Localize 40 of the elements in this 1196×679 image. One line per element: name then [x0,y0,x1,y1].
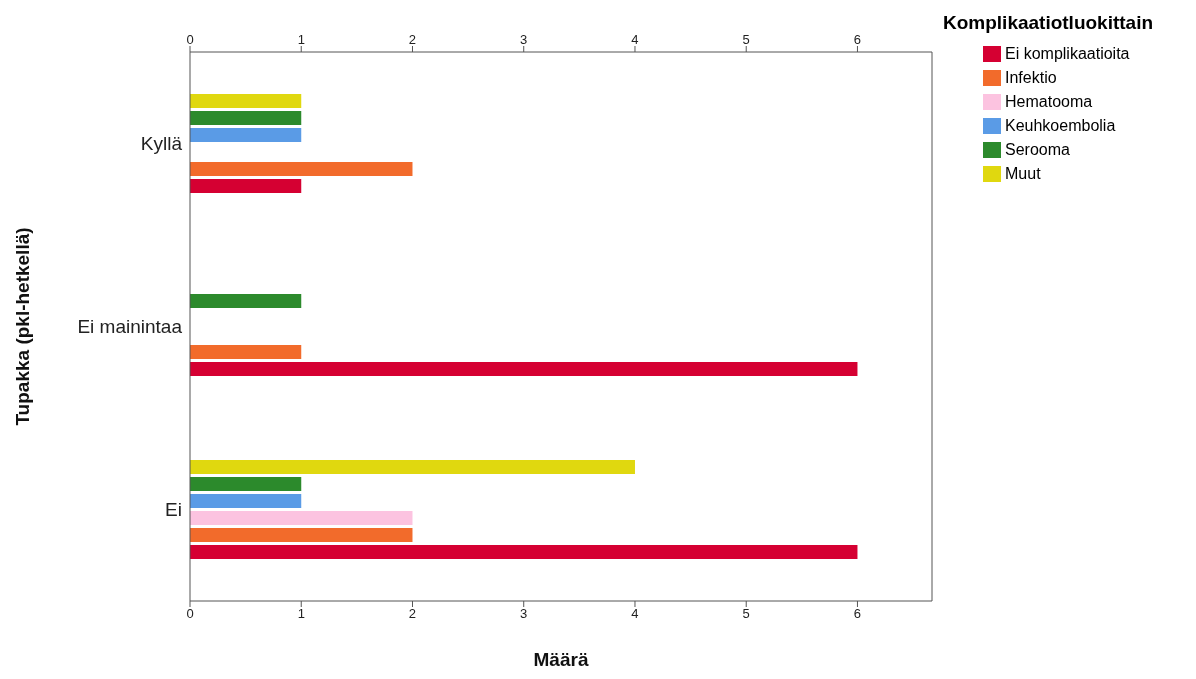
x2-tick-label: 6 [853,32,862,47]
y-tick-label: Ei mainintaa [77,316,183,338]
x-axis-title: Määrä [533,649,589,670]
legend-label: Keuhkoembolia [1005,117,1116,135]
bar [190,128,302,142]
x-tick-label: 6 [853,606,862,622]
bar [190,111,302,125]
x-tick-label: 1 [297,606,305,622]
x2-tick-label: 2 [408,32,417,47]
bar [190,162,413,176]
y-tick-label: Kyllä [140,133,183,155]
bar [190,345,302,359]
x2-tick-label: 4 [631,32,639,47]
bar [190,511,413,525]
x2-tick-label: 3 [520,32,528,47]
bar [190,494,302,508]
x-tick-label: 4 [631,606,639,622]
x2-tick-label: 1 [297,32,305,47]
legend-label: Muut [1005,165,1041,183]
x-tick-label: 5 [742,606,750,622]
y-tick-label: Ei [165,499,182,521]
x-tick-label: 3 [520,606,528,622]
bar [190,362,858,376]
legend-label: Serooma [1005,141,1070,159]
x2-tick-label: 5 [742,32,750,47]
x-tick-label: 2 [408,606,417,622]
legend-label: Ei komplikaatioita [1005,45,1130,63]
x-tick-label: 0 [186,606,194,622]
bar [190,477,302,491]
legend-title: Komplikaatiotluokittain [943,12,1155,34]
legend-label: Hematooma [1005,93,1093,111]
bar [190,179,302,193]
legend-label: Infektio [1005,69,1057,87]
bar [190,294,302,308]
x2-tick-label: 0 [186,32,194,47]
bar [190,545,858,559]
bar [190,94,302,108]
bar [190,460,635,474]
y-axis-title: Tupakka (pkl-hetkellä) [11,227,33,426]
bar [190,528,413,542]
